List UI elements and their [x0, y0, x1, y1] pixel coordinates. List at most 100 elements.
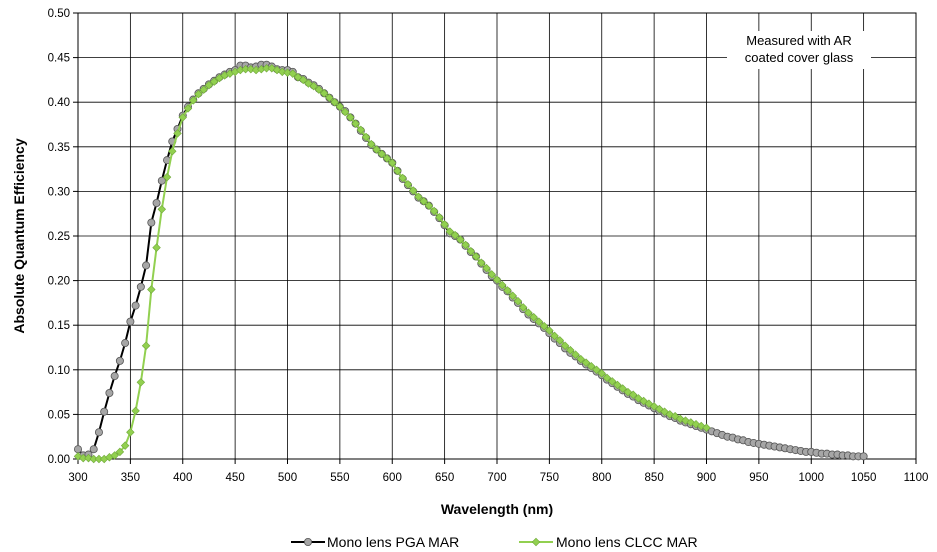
data-point [110, 451, 119, 460]
data-point [126, 317, 135, 326]
y-tick-label: 0.05 [48, 409, 70, 421]
data-point [283, 68, 292, 77]
data-point [105, 388, 114, 397]
x-tick-label: 350 [121, 472, 140, 484]
data-point [136, 378, 146, 387]
x-tick-label: 1050 [851, 472, 877, 484]
x-tick-label: 1000 [798, 472, 824, 484]
data-point [382, 154, 392, 163]
data-point [702, 423, 711, 433]
y-tick-label: 0.40 [48, 97, 70, 109]
data-point [319, 89, 329, 98]
data-point [131, 301, 140, 310]
data-point [361, 132, 371, 142]
data-point [209, 77, 219, 86]
data-point [445, 227, 455, 236]
data-point [298, 75, 308, 85]
data-point [278, 67, 287, 77]
data-point [351, 119, 360, 128]
data-point [450, 230, 460, 240]
data-point [89, 445, 98, 454]
data-point [377, 149, 386, 159]
x-tick-label: 600 [383, 472, 402, 484]
data-point [471, 252, 481, 261]
data-point [162, 172, 172, 182]
data-point [587, 362, 596, 371]
legend-item-clcc: Mono lens CLCC MAR [519, 534, 698, 550]
data-point [408, 186, 418, 195]
data-point [592, 365, 601, 375]
data-point [199, 85, 208, 94]
data-point [335, 102, 345, 111]
x-tick-label: 800 [592, 472, 611, 484]
data-point [482, 263, 491, 273]
data-point [398, 173, 407, 183]
data-point [152, 198, 161, 207]
data-point [157, 205, 167, 214]
x-tick-label: 400 [173, 472, 192, 484]
data-point [194, 89, 203, 99]
data-point [168, 147, 177, 156]
legend-item-pga: Mono lens PGA MAR [291, 534, 459, 550]
data-point [152, 243, 161, 252]
data-point [602, 373, 612, 383]
data-point [613, 380, 622, 390]
data-point [859, 452, 868, 461]
data-point [178, 113, 187, 122]
data-point [608, 377, 617, 386]
x-tick-label: 850 [645, 472, 664, 484]
data-point [126, 428, 135, 437]
data-point [461, 240, 470, 250]
data-point [676, 414, 685, 424]
data-point [487, 270, 496, 279]
data-point [518, 303, 528, 312]
data-point [597, 369, 606, 378]
x-tick-label: 650 [435, 472, 454, 484]
data-point [634, 394, 643, 403]
data-point [539, 321, 549, 331]
data-point [367, 139, 376, 149]
legend-swatch-marker-pga [303, 538, 312, 547]
x-tick-label: 1100 [904, 472, 929, 484]
data-point [141, 341, 151, 350]
data-point [550, 331, 559, 341]
data-point [403, 180, 413, 189]
data-point [94, 428, 103, 437]
data-point [524, 308, 533, 317]
data-point [477, 258, 486, 267]
x-tick-label: 950 [749, 472, 768, 484]
legend-label-pga: Mono lens PGA MAR [327, 534, 459, 550]
x-tick-label: 450 [226, 472, 245, 484]
data-point [246, 64, 256, 74]
data-point [498, 280, 507, 290]
y-tick-label: 0.10 [48, 365, 70, 377]
data-point [534, 317, 544, 326]
data-point [414, 192, 423, 201]
data-point [555, 336, 565, 345]
data-point [204, 81, 214, 90]
data-point [340, 107, 350, 117]
data-point [372, 145, 381, 154]
x-tick-label: 550 [330, 472, 349, 484]
x-tick-label: 300 [68, 472, 87, 484]
data-point [429, 206, 439, 216]
data-point [74, 445, 83, 454]
legend-swatch-marker-clcc [531, 537, 541, 547]
data-point [115, 356, 124, 365]
data-point [189, 96, 198, 105]
series-layer [73, 60, 868, 464]
series-pga [74, 60, 868, 461]
gridlines [77, 12, 917, 460]
annotation-background [727, 31, 871, 69]
y-tick-label: 0.15 [48, 320, 70, 332]
x-tick-label: 700 [487, 472, 506, 484]
annotation-line-2: coated cover glass [745, 50, 854, 65]
annotation-box: Measured with AR coated cover glass [727, 31, 871, 69]
data-point [173, 129, 182, 138]
data-point [147, 285, 156, 294]
y-axis-title: Absolute Quantum Efficiency [11, 138, 27, 333]
y-tick-label: 0.25 [48, 231, 70, 243]
data-point [121, 339, 130, 348]
